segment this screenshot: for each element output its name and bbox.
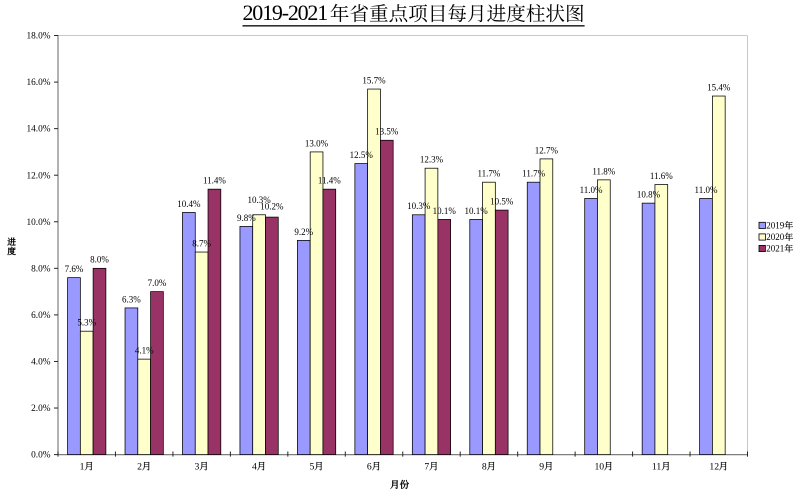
svg-text:11.6%: 11.6% [650, 171, 673, 181]
svg-text:2021: 2021 [766, 244, 784, 254]
svg-text:2: 2 [137, 461, 142, 472]
svg-text:12: 12 [709, 461, 719, 472]
svg-text:8: 8 [482, 461, 487, 472]
svg-text:11.0%: 11.0% [695, 185, 718, 195]
svg-text:4: 4 [252, 461, 257, 472]
svg-text:18.0%: 18.0% [26, 32, 50, 42]
svg-text:12.0%: 12.0% [26, 171, 50, 181]
svg-text:6.0%: 6.0% [31, 311, 51, 321]
svg-text:9: 9 [539, 461, 544, 472]
svg-text:10.8%: 10.8% [637, 190, 661, 200]
svg-text:3: 3 [195, 461, 200, 472]
svg-text:10.0%: 10.0% [26, 218, 50, 228]
svg-text:2019: 2019 [766, 221, 785, 231]
svg-text:7: 7 [424, 461, 429, 472]
svg-text:12.5%: 12.5% [350, 150, 374, 160]
svg-text:11.4%: 11.4% [318, 176, 341, 186]
svg-text:4.0%: 4.0% [31, 358, 51, 368]
svg-text:11.4%: 11.4% [203, 176, 226, 186]
svg-text:10.1%: 10.1% [465, 206, 489, 216]
svg-text:13.5%: 13.5% [375, 127, 399, 137]
svg-text:2019-2021: 2019-2021 [243, 0, 328, 25]
svg-text:5.3%: 5.3% [77, 318, 96, 328]
svg-text:11.8%: 11.8% [592, 166, 615, 176]
svg-text:12.7%: 12.7% [535, 145, 559, 155]
svg-text:9.2%: 9.2% [294, 227, 313, 237]
svg-text:4.1%: 4.1% [135, 346, 154, 356]
svg-text:10.4%: 10.4% [177, 199, 201, 209]
svg-text:10.3%: 10.3% [407, 201, 431, 211]
svg-text:10: 10 [594, 461, 604, 472]
svg-text:0.0%: 0.0% [31, 451, 51, 461]
svg-text:15.4%: 15.4% [707, 82, 731, 92]
svg-text:6.3%: 6.3% [122, 294, 141, 304]
svg-text:10.1%: 10.1% [433, 206, 457, 216]
svg-text:7.0%: 7.0% [148, 278, 167, 288]
svg-text:11.7%: 11.7% [477, 169, 500, 179]
svg-text:1: 1 [80, 461, 85, 472]
svg-text:16.0%: 16.0% [26, 78, 50, 88]
svg-text:10.5%: 10.5% [490, 197, 514, 207]
svg-text:10.3%: 10.3% [247, 195, 271, 205]
svg-text:7.6%: 7.6% [65, 264, 84, 274]
svg-text:6: 6 [367, 461, 372, 472]
svg-text:9.8%: 9.8% [237, 213, 256, 223]
svg-text:2020: 2020 [766, 232, 785, 242]
svg-text:11.7%: 11.7% [522, 169, 545, 179]
svg-text:15.7%: 15.7% [362, 75, 386, 85]
svg-text:12.3%: 12.3% [420, 155, 444, 165]
svg-text:11: 11 [652, 461, 661, 472]
svg-text:8.0%: 8.0% [31, 264, 51, 274]
svg-text:8.7%: 8.7% [192, 238, 211, 248]
svg-text:2.0%: 2.0% [31, 404, 51, 414]
svg-text:10.2%: 10.2% [260, 201, 284, 211]
svg-text:13.0%: 13.0% [305, 138, 329, 148]
svg-text:5: 5 [309, 461, 314, 472]
svg-text:11.0%: 11.0% [580, 185, 603, 195]
svg-text:14.0%: 14.0% [26, 125, 50, 135]
svg-text:8.0%: 8.0% [90, 255, 109, 265]
